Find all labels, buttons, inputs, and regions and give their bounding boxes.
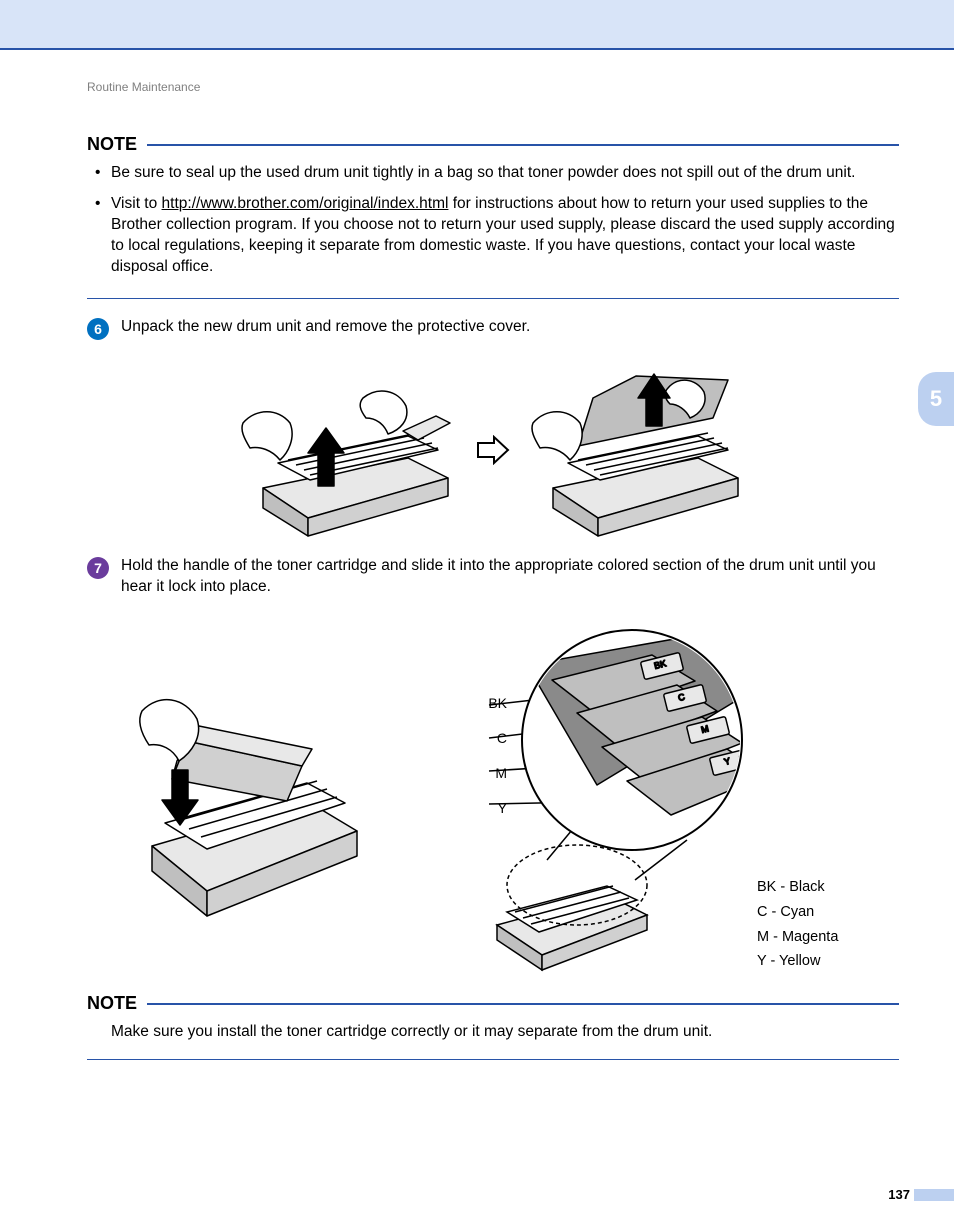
legend-m: M - Magenta xyxy=(757,925,838,950)
note-header: NOTE xyxy=(87,993,899,1014)
note-bullet-pre: Visit to xyxy=(111,195,162,212)
note-bullet: Be sure to seal up the used drum unit ti… xyxy=(87,163,899,184)
breadcrumb: Routine Maintenance xyxy=(87,80,899,94)
legend-c: C - Cyan xyxy=(757,900,838,925)
note-header: NOTE xyxy=(87,134,899,155)
step-number-badge: 7 xyxy=(87,557,109,579)
note-rule xyxy=(147,144,899,146)
figure-group-2: BK C M Y xyxy=(87,625,899,985)
step-row: 7 Hold the handle of the toner cartridge… xyxy=(87,556,899,598)
step-number: 7 xyxy=(94,560,102,576)
page-header-bar xyxy=(0,0,954,50)
page-number-bar xyxy=(914,1189,954,1201)
step-text: Unpack the new drum unit and remove the … xyxy=(121,317,530,338)
page-number: 137 xyxy=(888,1187,910,1202)
step-text: Hold the handle of the toner cartridge a… xyxy=(121,556,899,598)
arrow-right-icon xyxy=(476,435,510,470)
color-legend: BK - Black C - Cyan M - Magenta Y - Yell… xyxy=(757,875,838,974)
note-rule xyxy=(147,1003,899,1005)
note-text: Make sure you install the toner cartridg… xyxy=(87,1022,899,1043)
note-body: Be sure to seal up the used drum unit ti… xyxy=(87,163,899,299)
step-row: 6 Unpack the new drum unit and remove th… xyxy=(87,317,899,340)
legend-y: Y - Yellow xyxy=(757,949,838,974)
figure-row-1 xyxy=(87,368,899,538)
note-label: NOTE xyxy=(87,993,147,1014)
note-bullet: Visit to http://www.brother.com/original… xyxy=(87,194,899,278)
step-number: 6 xyxy=(94,321,102,337)
drum-illustration-right xyxy=(528,368,748,538)
drum-illustration-left xyxy=(238,368,458,538)
cartridge-detail-illustration: BK C M Y xyxy=(457,625,787,985)
legend-bk: BK - Black xyxy=(757,875,838,900)
brother-link[interactable]: http://www.brother.com/original/index.ht… xyxy=(162,195,449,212)
step-number-badge: 6 xyxy=(87,318,109,340)
cartridge-insert-illustration xyxy=(117,671,377,931)
note-label: NOTE xyxy=(87,134,147,155)
note-body: Make sure you install the toner cartridg… xyxy=(87,1022,899,1060)
page-footer: 137 xyxy=(888,1187,954,1202)
